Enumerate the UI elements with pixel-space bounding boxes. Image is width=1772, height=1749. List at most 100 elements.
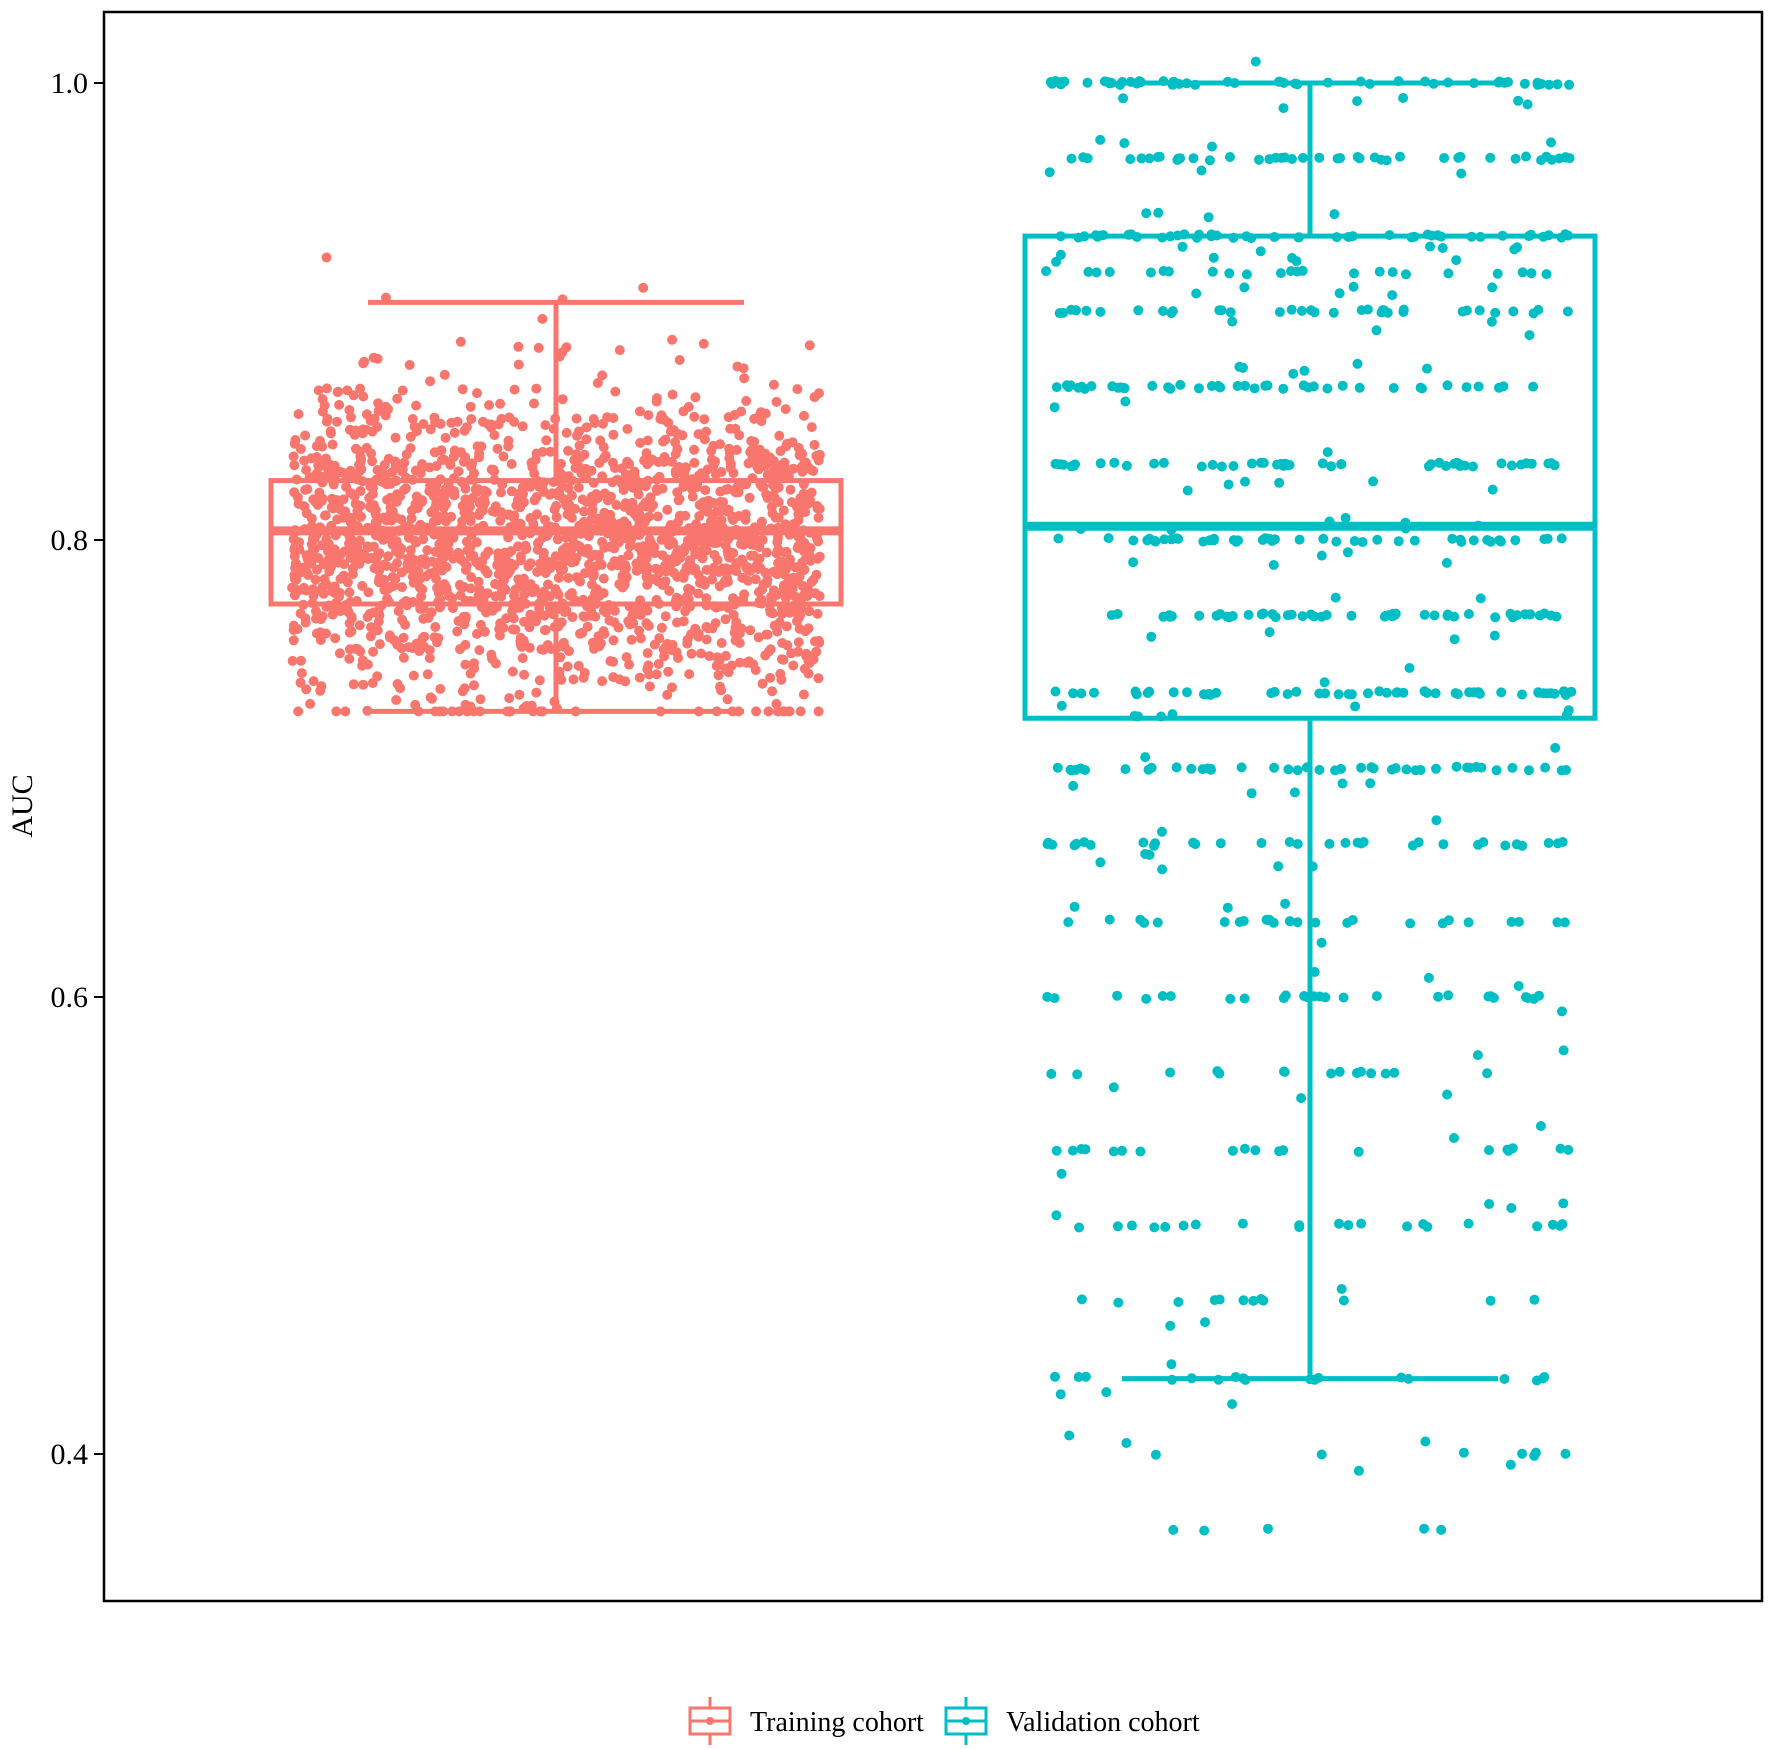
validation-cohort-point: [1557, 1006, 1567, 1017]
training-cohort-point: [755, 407, 766, 418]
training-cohort-point: [352, 500, 363, 511]
validation-cohort-point: [1474, 305, 1485, 316]
validation-cohort-point: [1175, 153, 1186, 164]
validation-cohort-point: [1349, 536, 1360, 546]
training-cohort-point: [723, 484, 734, 494]
training-cohort-point: [517, 653, 528, 664]
training-cohort-point: [643, 410, 654, 421]
validation-cohort-point: [1485, 152, 1496, 163]
training-cohort-point: [734, 657, 745, 668]
validation-cohort-point: [1294, 534, 1305, 545]
validation-cohort-point: [1550, 742, 1561, 753]
training-cohort-point: [720, 614, 731, 625]
training-cohort-point: [310, 574, 321, 585]
training-cohort-point: [576, 468, 587, 479]
validation-cohort-point: [1380, 1068, 1391, 1079]
validation-cohort-point: [1342, 917, 1353, 928]
training-cohort-point: [551, 586, 562, 597]
validation-cohort-point: [1492, 268, 1503, 279]
training-cohort-point: [363, 587, 374, 598]
training-cohort-point: [614, 345, 625, 356]
training-cohort-iqr-box: [268, 478, 844, 607]
training-cohort-point: [600, 514, 611, 525]
training-cohort-point: [499, 547, 510, 558]
training-cohort-point: [709, 550, 720, 560]
training-cohort-point: [741, 561, 752, 572]
training-cohort-point: [671, 556, 682, 567]
validation-cohort-point: [1239, 1143, 1250, 1154]
training-cohort-point: [778, 584, 789, 595]
validation-cohort-point: [1505, 608, 1516, 619]
training-cohort-point: [753, 564, 764, 574]
training-cohort-point: [725, 458, 736, 469]
training-cohort-point: [321, 416, 332, 427]
training-cohort-point: [395, 683, 406, 694]
validation-cohort-point: [1465, 762, 1475, 773]
validation-cohort-point: [1472, 1050, 1483, 1061]
training-cohort-point: [373, 406, 384, 417]
training-cohort-point: [303, 570, 314, 580]
training-cohort-point: [293, 409, 304, 420]
validation-cohort-point: [1283, 764, 1294, 775]
validation-cohort-point: [1130, 686, 1141, 697]
training-cohort-point: [404, 360, 415, 370]
training-cohort-point: [366, 503, 377, 514]
training-cohort-point: [716, 638, 727, 648]
validation-cohort-point: [1322, 447, 1333, 458]
validation-cohort-point: [1451, 761, 1462, 772]
training-cohort-point: [667, 334, 678, 345]
training-cohort-point: [799, 457, 810, 467]
training-cohort-point: [581, 422, 592, 433]
plot-panel-border: [102, 10, 1764, 1603]
training-cohort-point: [606, 491, 616, 502]
training-cohort-point: [788, 463, 799, 474]
training-cohort-point: [419, 557, 430, 568]
training-cohort-point: [355, 383, 366, 394]
training-cohort-point: [624, 541, 635, 552]
training-cohort-point: [519, 616, 530, 627]
validation-cohort-point: [1095, 306, 1106, 317]
validation-cohort-point: [1196, 461, 1207, 472]
training-cohort-point: [524, 642, 535, 653]
validation-cohort-point: [1522, 993, 1533, 1003]
training-cohort-point: [510, 624, 521, 635]
training-cohort-point: [667, 389, 678, 400]
validation-cohort-point: [1101, 1387, 1112, 1398]
training-cohort-point: [701, 564, 712, 575]
training-cohort-point: [658, 436, 669, 447]
validation-cohort-point: [1050, 1371, 1060, 1382]
training-cohort-point: [686, 648, 697, 659]
validation-cohort-point: [1160, 1221, 1171, 1232]
validation-cohort-point: [1191, 288, 1202, 299]
validation-cohort-point: [1455, 151, 1466, 162]
validation-cohort-point: [1085, 840, 1096, 850]
training-cohort-point: [424, 645, 435, 656]
training-cohort-point: [531, 448, 542, 459]
training-cohort-point: [608, 635, 619, 646]
training-cohort-point: [634, 672, 645, 683]
training-cohort-point: [730, 562, 741, 573]
validation-cohort-point: [1117, 1145, 1127, 1156]
training-cohort-point: [551, 512, 562, 523]
training-cohort-point: [519, 669, 530, 680]
validation-cohort-point: [1236, 762, 1247, 773]
training-cohort-point: [674, 355, 685, 365]
validation-cohort-point: [1289, 787, 1300, 798]
training-cohort-point: [703, 495, 714, 506]
validation-cohort-point: [1286, 266, 1296, 277]
validation-cohort-point: [1387, 290, 1398, 301]
validation-cohort-point: [1227, 1399, 1238, 1410]
validation-cohort-point: [1449, 1133, 1459, 1143]
validation-cohort-point: [1317, 458, 1328, 469]
validation-cohort-point: [1234, 361, 1245, 372]
training-cohort-point: [722, 694, 733, 705]
validation-cohort-point: [1066, 153, 1077, 164]
training-cohort-point: [598, 573, 609, 584]
training-cohort-point: [620, 676, 631, 687]
legend-training-cohort: Training cohort: [688, 1697, 924, 1745]
training-cohort-point: [366, 622, 376, 633]
training-cohort-point: [671, 592, 682, 603]
training-cohort-point: [762, 629, 773, 640]
validation-cohort-point: [1269, 762, 1280, 773]
validation-cohort-point: [1049, 993, 1060, 1004]
